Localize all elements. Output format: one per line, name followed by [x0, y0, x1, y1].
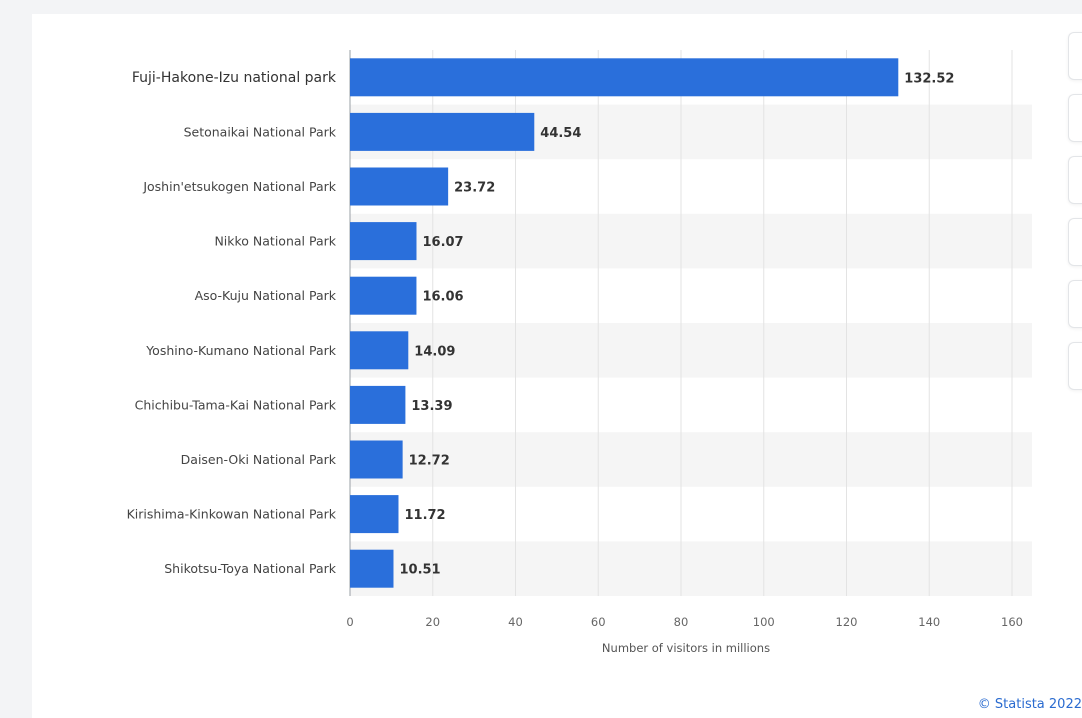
toolbar-button-1[interactable] — [1068, 32, 1082, 80]
bar — [350, 495, 399, 534]
x-tick-label: 0 — [346, 615, 353, 629]
x-tick-label: 80 — [674, 615, 689, 629]
data-label: 13.39 — [411, 399, 452, 414]
toolbar-button-3[interactable] — [1068, 156, 1082, 204]
toolbar-button-2[interactable] — [1068, 94, 1082, 142]
data-label: 12.72 — [409, 454, 450, 469]
category-label: Fuji-Hakone-Izu national park — [132, 70, 337, 86]
x-tick-label: 140 — [918, 615, 940, 629]
chart-toolbar — [1068, 32, 1082, 404]
data-label: 23.72 — [454, 181, 495, 196]
x-tick-label: 60 — [591, 615, 606, 629]
bar — [350, 549, 394, 588]
chart-card: Fuji-Hakone-Izu national park 132.52 Seton… — [32, 14, 1082, 718]
toolbar-button-5[interactable] — [1068, 280, 1082, 328]
category-label: Chichibu-Tama-Kai National Park — [135, 397, 337, 412]
category-label: Joshin'etsukogen National Park — [142, 179, 336, 194]
bar — [350, 385, 406, 424]
category-label: Kirishima-Kinkowan National Park — [127, 507, 337, 522]
data-label: 16.06 — [422, 290, 463, 305]
x-tick-label: 100 — [753, 615, 775, 629]
toolbar-button-6[interactable] — [1068, 342, 1082, 390]
row-stripe — [350, 432, 1032, 487]
bar — [350, 167, 449, 206]
data-label: 14.09 — [414, 344, 455, 359]
bar — [350, 58, 899, 97]
data-label: 11.72 — [404, 508, 445, 523]
bar — [350, 222, 417, 261]
x-tick-label: 120 — [836, 615, 858, 629]
x-axis-title: Number of visitors in millions — [602, 641, 770, 655]
data-label: 16.07 — [422, 235, 463, 250]
statista-credit[interactable]: © Statista 2022 — [977, 697, 1082, 712]
category-label: Yoshino-Kumano National Park — [145, 343, 337, 358]
bar-chart: Fuji-Hakone-Izu national park 132.52 Seton… — [127, 50, 1032, 655]
x-tick-label: 20 — [425, 615, 440, 629]
data-label: 10.51 — [399, 563, 440, 578]
category-label: Setonaikai National Park — [184, 124, 337, 139]
row-stripe — [350, 213, 1032, 269]
x-tick-label: 40 — [508, 615, 523, 629]
category-label: Nikko National Park — [214, 234, 336, 249]
category-label: Aso-Kuju National Park — [195, 288, 337, 303]
row-stripe — [350, 323, 1032, 378]
x-tick-label: 160 — [1001, 615, 1023, 629]
category-label: Daisen-Oki National Park — [181, 452, 337, 467]
bar — [350, 440, 403, 479]
bar — [350, 112, 535, 151]
category-label: Shikotsu-Toya National Park — [164, 561, 336, 576]
toolbar-button-4[interactable] — [1068, 218, 1082, 266]
data-label: 132.52 — [904, 71, 954, 86]
row-stripe — [350, 541, 1032, 596]
bar — [350, 276, 417, 315]
bar — [350, 331, 409, 370]
data-label: 44.54 — [540, 126, 581, 141]
